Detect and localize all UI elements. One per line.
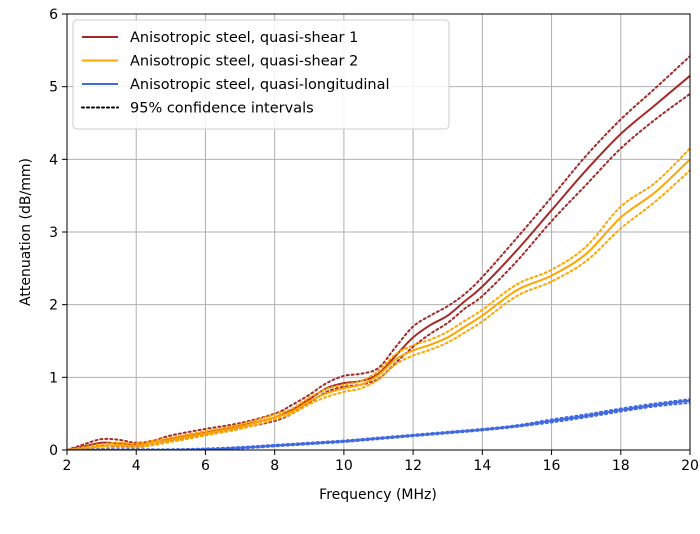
x-tick-label: 18 bbox=[612, 458, 630, 474]
x-axis-label: Frequency (MHz) bbox=[319, 487, 437, 503]
x-tick-label: 10 bbox=[335, 458, 353, 474]
ci-upper-line-0 bbox=[67, 55, 690, 450]
y-tick-label: 4 bbox=[49, 152, 58, 168]
x-tick-label: 4 bbox=[132, 458, 141, 474]
y-tick-label: 0 bbox=[49, 443, 58, 459]
legend-label-3: 95% confidence intervals bbox=[130, 101, 314, 117]
legend-label-0: Anisotropic steel, quasi-shear 1 bbox=[130, 30, 358, 46]
y-tick-label: 1 bbox=[49, 370, 58, 386]
legend-label-2: Anisotropic steel, quasi-longitudinal bbox=[130, 77, 390, 93]
y-axis-label: Attenuation (dB/mm) bbox=[18, 158, 34, 306]
x-tick-label: 12 bbox=[404, 458, 422, 474]
y-tick-label: 3 bbox=[49, 225, 58, 241]
y-tick-label: 2 bbox=[49, 298, 58, 314]
x-tick-label: 6 bbox=[201, 458, 210, 474]
legend: Anisotropic steel, quasi-shear 1 Anisotro… bbox=[72, 19, 450, 130]
plot-lines bbox=[67, 55, 690, 450]
legend-box bbox=[72, 19, 450, 130]
x-tick-label: 16 bbox=[543, 458, 561, 474]
y-axis-ticks: 0 1 2 3 4 5 6 bbox=[49, 7, 67, 459]
x-tick-label: 8 bbox=[270, 458, 279, 474]
series-line-2 bbox=[67, 399, 690, 450]
y-tick-label: 5 bbox=[49, 80, 58, 96]
ci-upper-line-1 bbox=[67, 147, 690, 450]
ci-lower-line-1 bbox=[67, 169, 690, 450]
legend-label-1: Anisotropic steel, quasi-shear 2 bbox=[130, 54, 358, 70]
x-axis-ticks: 2 4 6 8 10 12 14 16 18 20 bbox=[63, 450, 699, 474]
x-tick-label: 2 bbox=[63, 458, 72, 474]
x-tick-label: 14 bbox=[473, 458, 491, 474]
y-tick-label: 6 bbox=[49, 7, 58, 23]
x-tick-label: 20 bbox=[681, 458, 699, 474]
series-line-1 bbox=[67, 158, 690, 450]
